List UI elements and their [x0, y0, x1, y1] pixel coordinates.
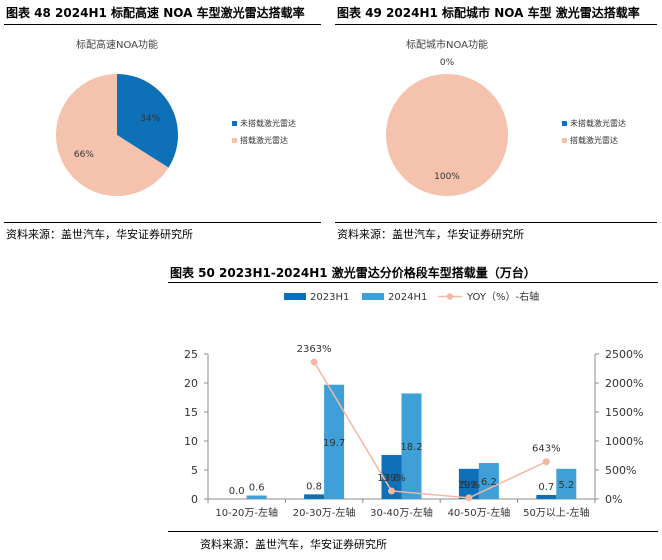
yoy-point-2: [388, 487, 395, 495]
data-label-2023h1-0: 0.0: [229, 486, 245, 497]
pie1-legend-swatch-1: [232, 138, 237, 143]
yoy-point-1: [310, 358, 318, 366]
yoy-point-3: [465, 494, 473, 502]
pie1-chart-title: 标配高速NOA功能: [76, 38, 158, 51]
pie2-legend-swatch-0: [562, 121, 567, 126]
fig49-title-rule: [335, 24, 657, 25]
bar-2024h1-2: [401, 393, 422, 499]
fig48-title: 图表 48 2024H1 标配高速 NOA 车型激光雷达搭载率: [6, 6, 305, 20]
y-left-tick-label-5: 25: [184, 348, 198, 361]
y-left-tick-label-4: 20: [184, 377, 198, 390]
pie2-legend-label-0: 未搭载激光雷达: [570, 118, 626, 128]
pie2-data-label-1: 100%: [434, 172, 460, 182]
x-tick-label-2: 30-40万-左轴: [370, 506, 433, 519]
fig48-title-rule: [4, 24, 321, 25]
y-right-tick-label-2: 1000%: [605, 435, 643, 448]
bar-line-chart-price-segments: 2023H1 2024H1 YOY（%）-右轴 0 5 10 15 20 25 0% 500% 100…: [184, 290, 643, 519]
pie2-slice-1: [386, 74, 508, 196]
y-right-tick-label-0: 0%: [605, 493, 622, 506]
pie1-data-label-1: 66%: [74, 150, 94, 160]
data-label-2023h1-2: 7.6: [384, 473, 400, 484]
bar-2023h1-1: [304, 494, 325, 499]
pie2-legend-label-1: 搭载激光雷达: [570, 135, 618, 145]
x-tick-label-0: 10-20万-左轴: [215, 506, 278, 519]
pie2-chart-title: 标配城市NOA功能: [406, 38, 488, 51]
yoy-label-2: 139%: [377, 473, 406, 484]
legend-label-2024h1: 2024H1: [388, 292, 427, 303]
legend-marker-yoy: [446, 293, 454, 300]
yoy-line: [313, 361, 547, 499]
fig48-source: 资料来源：盖世汽车，华安证券研究所: [6, 228, 193, 241]
pie1-legend-swatch-0: [232, 121, 237, 126]
y-left-tick-label-0: 0: [191, 493, 198, 506]
y-right-tick-label-4: 2000%: [605, 377, 643, 390]
fig50-source: 资料来源：盖世汽车，华安证券研究所: [200, 538, 387, 551]
y-right-tick-label-1: 500%: [605, 464, 636, 477]
fig50-bottom-rule: [168, 531, 658, 532]
x-tick-label-1: 20-30万-左轴: [293, 506, 356, 519]
x-tick-label-4: 50万以上-左轴: [523, 506, 589, 519]
bar-2024h1-0: [246, 495, 267, 499]
yoy-label-3: 19%: [458, 480, 480, 491]
data-label-2024h1-1: 19.7: [323, 438, 345, 449]
pie1-slice-1: [55, 74, 169, 196]
bar-2024h1-4: [556, 468, 577, 499]
y-right-tick-label-5: 2500%: [605, 348, 643, 361]
y-left-tick-label-1: 5: [191, 464, 198, 477]
pie2-data-label-0: 0%: [440, 58, 455, 68]
fig49-bottom-rule: [335, 222, 657, 223]
fig50-title: 图表 50 2023H1-2024H1 激光雷达分价格段车型搭载量（万台）: [170, 266, 536, 280]
data-label-2024h1-0: 0.6: [249, 483, 265, 494]
x-tick-label-3: 40-50万-左轴: [448, 506, 511, 519]
data-label-2024h1-2: 18.2: [400, 442, 422, 453]
data-label-2024h1-3: 6.2: [481, 477, 497, 488]
pie1-legend-label-1: 搭载激光雷达: [240, 135, 288, 145]
fig49-title: 图表 49 2024H1 标配城市 NOA 车型 激光雷达搭载率: [337, 6, 640, 20]
data-label-2024h1-4: 5.2: [558, 480, 574, 491]
bar-2023h1-4: [536, 494, 557, 499]
bar-2023h1-3: [458, 468, 479, 499]
legend-swatch-2024h1: [362, 293, 384, 300]
pie1-legend-label-0: 未搭载激光雷达: [240, 118, 296, 128]
pie1-data-label-0: 34%: [140, 114, 160, 124]
pie2-legend-swatch-1: [562, 138, 567, 143]
data-label-2023h1-3: 5.2: [461, 480, 477, 491]
fig50-title-rule: [168, 282, 658, 283]
legend-label-yoy: YOY（%）-右轴: [466, 290, 539, 303]
data-label-2023h1-1: 0.8: [306, 481, 322, 492]
bar-2023h1-2: [381, 454, 402, 499]
yoy-label-4: 643%: [532, 444, 561, 455]
y-left-tick-label-2: 10: [184, 435, 198, 448]
bar-2024h1-1: [324, 384, 345, 499]
bar-2024h1-3: [478, 463, 499, 499]
fig49-source: 资料来源：盖世汽车，华安证券研究所: [337, 228, 524, 241]
pie1-slice-0: [117, 74, 178, 168]
y-right-tick-label-3: 1500%: [605, 406, 643, 419]
yoy-point-4: [542, 458, 550, 466]
y-left-tick-label-3: 15: [184, 406, 198, 419]
yoy-label-1: 2363%: [297, 344, 332, 355]
fig48-bottom-rule: [4, 222, 321, 223]
legend-label-2023h1: 2023H1: [310, 292, 349, 303]
data-label-2023h1-4: 0.7: [538, 482, 554, 493]
legend-swatch-2023h1: [284, 293, 306, 300]
